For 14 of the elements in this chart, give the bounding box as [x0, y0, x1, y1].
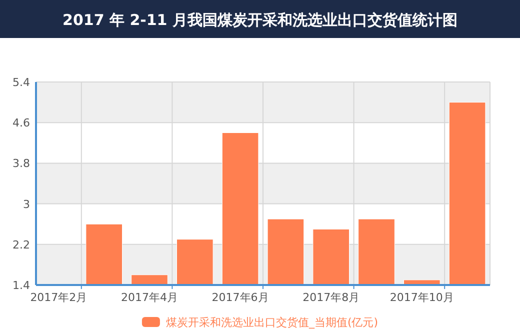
y-tick-label: 5.4 [12, 76, 30, 89]
x-tick-label: 2017年4月 [121, 291, 178, 304]
title: 2017 年 2-11 月我国煤炭开采和洗选业出口交货值统计图 [0, 0, 520, 38]
x-tick-label: 2017年8月 [302, 291, 360, 304]
y-tick-label: 3.8 [12, 157, 30, 170]
legend: 煤炭开采和洗选业出口交货值_当期值(亿元) [142, 316, 378, 329]
chart-title: 2017 年 2-11 月我国煤炭开采和洗选业出口交货值统计图 [62, 11, 458, 29]
y-tick-label: 3 [23, 198, 30, 211]
y-tick-label: 4.6 [12, 116, 30, 130]
x-tick-label: 2017年2月 [30, 291, 88, 304]
y-tick-label: 2.2 [12, 238, 30, 252]
x-tick-label: 2017年10月 [390, 291, 454, 304]
x-tick-label: 2017年6月 [212, 291, 269, 304]
y-tick-label: 1.4 [12, 279, 30, 292]
